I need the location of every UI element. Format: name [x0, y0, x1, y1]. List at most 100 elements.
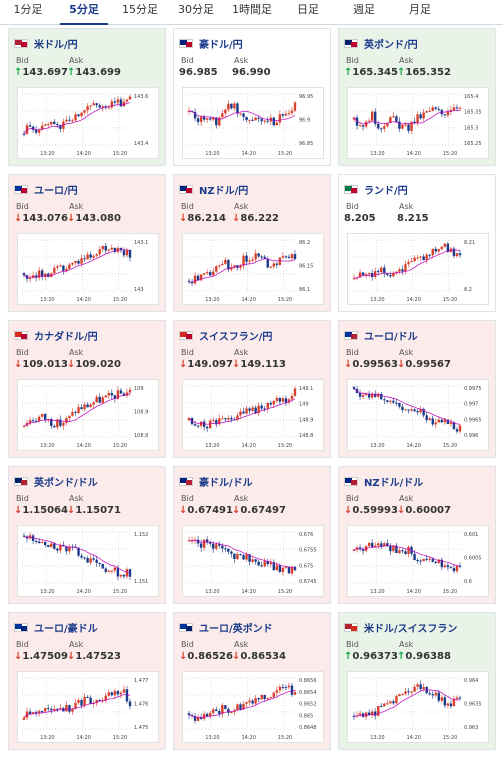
candle-body	[224, 705, 227, 709]
candle-body	[428, 693, 431, 695]
y-tick-label: 8.21	[464, 240, 475, 246]
rate-card[interactable]: 英ポンド/ドル Bid Ask ↓1.15064 ↓1.15071 1.152 1.151 1…	[8, 466, 166, 604]
pair-name-link[interactable]: 豪ドル/ドル	[199, 477, 253, 489]
candle-body	[65, 705, 68, 712]
rate-card[interactable]: 豪ドル/ドル Bid Ask ↓0.67491 ↓0.67497 0.676 0.6755 0…	[173, 466, 331, 604]
tab-5[interactable]: 日足	[297, 3, 319, 16]
y-tick-label: 0.676	[299, 532, 313, 538]
candle-body	[89, 404, 92, 408]
tab-3[interactable]: 30分足	[178, 3, 214, 16]
candle-body	[83, 557, 86, 559]
pair-name-link[interactable]: 米ドル/スイスフラン	[364, 623, 458, 635]
candle-body	[77, 547, 80, 556]
pair-name-link[interactable]: NZドル/円	[199, 185, 249, 197]
mini-chart[interactable]: 165.4 165.35 165.3 165.25 13:20 14:20 15:20	[347, 87, 489, 159]
x-tick-label: 15:20	[278, 443, 292, 449]
rate-card[interactable]: 豪ドル/円 Bid Ask 96.985 96.990 96.95 96.9 96.85 13:…	[173, 28, 331, 166]
tab-2[interactable]: 15分足	[122, 3, 158, 16]
rate-card[interactable]: ユーロ/円 Bid Ask ↓143.076 ↓143.080 143.1 143 13:20…	[8, 174, 166, 312]
pair-name-link[interactable]: カナダドル/円	[34, 331, 98, 343]
ask-value: ↓0.86534	[232, 651, 286, 662]
rate-card[interactable]: 米ドル/円 Bid Ask ↑143.697 ↑143.699 143.6 143.4 13:…	[8, 28, 166, 166]
tab-7[interactable]: 月足	[409, 3, 431, 16]
rate-card[interactable]: ユーロ/英ポンド Bid Ask ↓0.86526 ↓0.86534 0.8656 0.86…	[173, 612, 331, 750]
candle-body	[431, 107, 434, 111]
candle-body	[458, 565, 462, 567]
mini-chart[interactable]: 0.8656 0.8654 0.8652 0.865 0.8648 13:20 14:20 1…	[182, 671, 324, 743]
candle-body	[428, 254, 431, 256]
mini-chart[interactable]: 0.601 0.6005 0.6 13:20 14:20 15:20	[347, 525, 489, 597]
candle-body	[383, 543, 386, 547]
candle-body	[245, 408, 248, 414]
tab-4[interactable]: 1時間足	[232, 3, 272, 16]
candle-body	[416, 257, 419, 259]
pair-name-link[interactable]: スイスフラン/円	[199, 331, 273, 343]
rate-card[interactable]: 英ポンド/円 Bid Ask ↑165.345 ↑165.352 165.4 165.35 1…	[338, 28, 496, 166]
candle-body	[86, 404, 89, 408]
candle-body	[248, 408, 251, 411]
candle-body	[431, 558, 434, 562]
pair-name-link[interactable]: ユーロ/円	[34, 185, 78, 197]
mini-chart[interactable]: 109 108.9 108.8 13:20 14:20 15:20	[17, 379, 159, 451]
candle-body	[89, 105, 92, 107]
rate-card[interactable]: NZドル/ドル Bid Ask ↓0.59993 ↓0.60007 0.601 0.6005…	[338, 466, 496, 604]
pair-name-link[interactable]: 英ポンド/円	[364, 39, 418, 51]
rate-card[interactable]: 米ドル/スイスフラン Bid Ask ↑0.96373 ↑0.96388 0.964 0.9…	[338, 612, 496, 750]
mini-chart[interactable]: 0.9975 0.997 0.9965 0.996 13:20 14:20 15:20	[347, 379, 489, 451]
pair-name-link[interactable]: NZドル/ドル	[364, 477, 424, 489]
candle-body	[284, 566, 288, 568]
pair-name-link[interactable]: 米ドル/円	[34, 39, 78, 51]
mini-chart[interactable]: 143.6 143.4 13:20 14:20 15:20	[17, 87, 159, 159]
y-tick-label: 0.9965	[464, 417, 482, 423]
bid-value: ↓1.47509	[14, 651, 68, 662]
y-tick-label: 149.1	[299, 386, 313, 392]
mini-chart[interactable]: 1.477 1.476 1.475 13:20 14:20 15:20	[17, 671, 159, 743]
candle-body	[383, 399, 386, 401]
candle-body	[352, 549, 356, 551]
rate-card[interactable]: ユーロ/豪ドル Bid Ask ↓1.47509 ↓1.47523 1.477 1.476 1…	[8, 612, 166, 750]
rate-card[interactable]: ユーロ/ドル Bid Ask ↓0.99563 ↓0.99567 0.9975 0.997 0…	[338, 320, 496, 458]
candle-body	[224, 259, 227, 264]
mini-chart[interactable]: 143.1 143 13:20 14:20 15:20	[17, 233, 159, 305]
candle-body	[455, 565, 459, 572]
pair-name-link[interactable]: 豪ドル/円	[199, 39, 243, 51]
candle-body	[383, 703, 386, 707]
candlestick-chart: 96.95 96.9 96.85 13:20 14:20 15:20	[187, 93, 313, 157]
x-tick-label: 13:20	[205, 589, 219, 595]
pair-name-link[interactable]: ユーロ/ドル	[364, 331, 418, 343]
y-tick-label: 86.15	[299, 264, 313, 270]
mini-chart[interactable]: 8.21 8.2 13:20 14:20 15:20	[347, 233, 489, 305]
mini-chart[interactable]: 149.1 149 148.9 148.8 13:20 14:20 15:20	[182, 379, 324, 451]
candle-body	[364, 393, 368, 396]
mini-chart[interactable]: 0.964 0.9635 0.963 13:20 14:20 15:20	[347, 671, 489, 743]
pair-name-link[interactable]: ユーロ/英ポンド	[199, 623, 273, 635]
arrow-down-icon: ↓	[397, 359, 406, 370]
candlestick-chart: 0.601 0.6005 0.6 13:20 14:20 15:20	[352, 531, 482, 595]
candle-body	[367, 393, 371, 398]
ask-value: 8.215	[397, 213, 429, 224]
tab-0[interactable]: 1分足	[13, 3, 43, 16]
candle-body	[404, 691, 407, 694]
candle-body	[28, 420, 32, 424]
x-tick-label: 14:20	[242, 589, 256, 595]
moving-average-line	[23, 249, 131, 278]
pair-name-link[interactable]: ユーロ/豪ドル	[34, 623, 98, 635]
rate-card[interactable]: カナダドル/円 Bid Ask ↓109.013 ↓109.020 109 108.9 108…	[8, 320, 166, 458]
pair-name-link[interactable]: 英ポンド/ドル	[34, 477, 98, 489]
rate-card[interactable]: スイスフラン/円 Bid Ask ↓149.097 ↓149.113 149.1 149 14…	[173, 320, 331, 458]
tab-1[interactable]: 5分足	[56, 0, 112, 25]
candle-body	[50, 273, 53, 277]
tab-6[interactable]: 週足	[353, 3, 375, 16]
ask-value: ↓143.080	[67, 213, 121, 224]
mini-chart[interactable]: 0.676 0.6755 0.675 0.6745 13:20 14:20 15:20	[182, 525, 324, 597]
pair-name-link[interactable]: ランド/円	[364, 185, 408, 197]
mini-chart[interactable]: 96.95 96.9 96.85 13:20 14:20 15:20	[182, 87, 324, 159]
candle-body	[275, 690, 279, 693]
candle-body	[95, 254, 98, 256]
candle-body	[413, 409, 416, 412]
mini-chart[interactable]: 1.152 1.151 13:20 14:20 15:20	[17, 525, 159, 597]
rate-card[interactable]: NZドル/円 Bid Ask ↓86.214 ↓86.222 86.2 86.15 86.1 1…	[173, 174, 331, 312]
currency-flag-icon	[179, 184, 193, 194]
mini-chart[interactable]: 86.2 86.15 86.1 13:20 14:20 15:20	[182, 233, 324, 305]
rate-card[interactable]: ランド/円 Bid Ask 8.205 8.215 8.21 8.2 13:20 14:20 15…	[338, 174, 496, 312]
